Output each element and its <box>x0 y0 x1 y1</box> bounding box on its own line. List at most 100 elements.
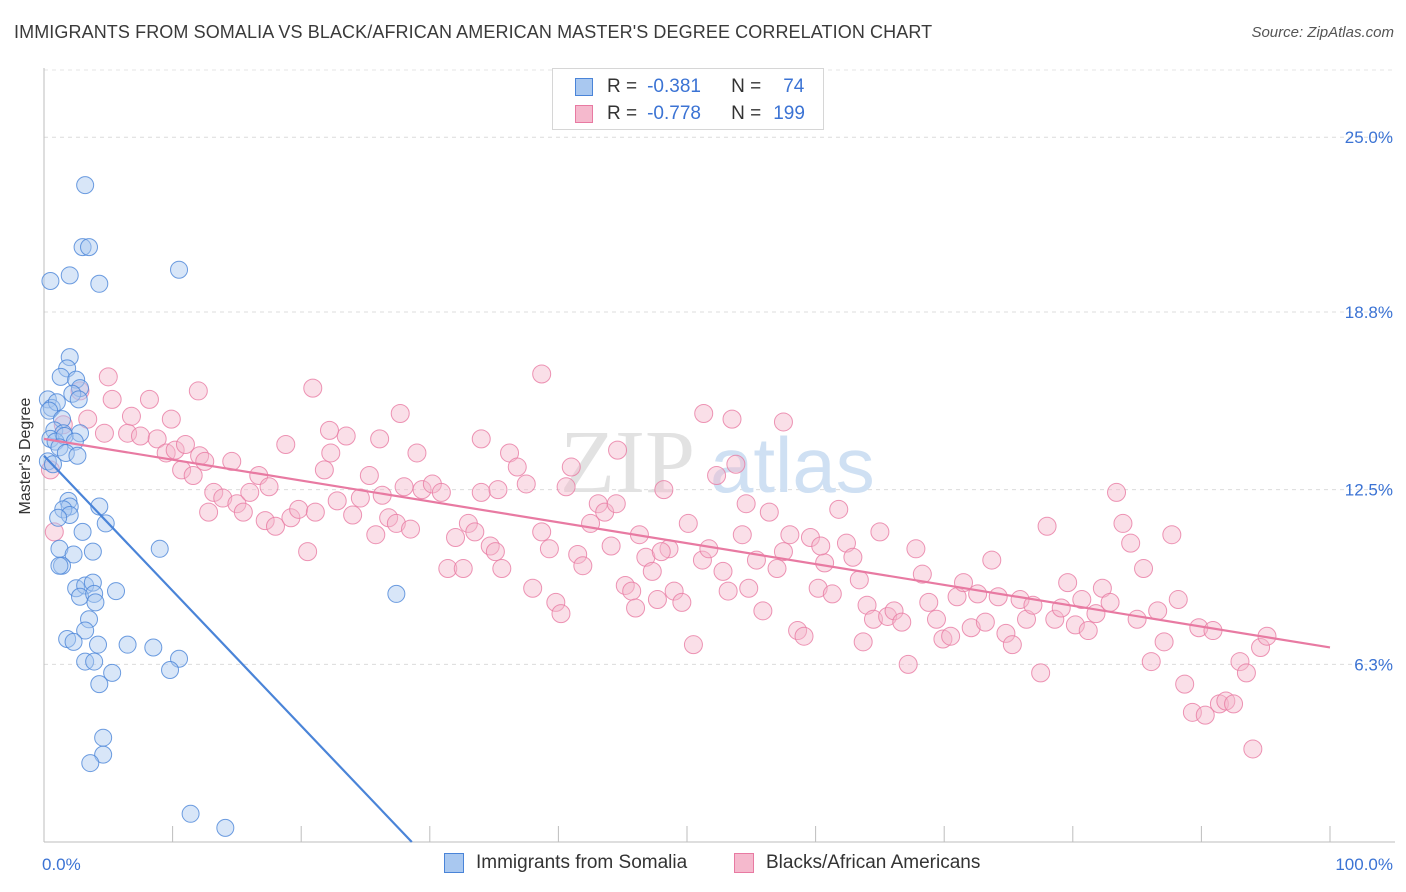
data-point <box>507 457 527 477</box>
data-point <box>996 623 1016 643</box>
data-point <box>370 429 390 449</box>
legend-item-black[interactable]: Blacks/African Americans <box>734 852 980 874</box>
data-point <box>836 533 856 553</box>
data-point <box>1243 739 1263 759</box>
data-point <box>453 559 473 579</box>
legend-n-value: 74 <box>783 76 805 97</box>
data-point <box>1195 705 1215 725</box>
legend-swatch-pink <box>734 853 754 873</box>
legend-row-somalia: R = -0.381 N = 74 <box>575 75 804 99</box>
data-point <box>642 561 662 581</box>
data-point <box>73 238 92 257</box>
data-point <box>678 513 698 533</box>
chart-title: IMMIGRANTS FROM SOMALIA VS BLACK/AFRICAN… <box>14 22 933 42</box>
data-point <box>926 609 946 629</box>
data-point <box>199 502 219 522</box>
data-point <box>539 539 559 559</box>
data-point <box>319 420 339 440</box>
data-point <box>64 632 83 651</box>
data-point <box>722 409 742 429</box>
data-point <box>1017 609 1037 629</box>
data-point <box>1065 615 1085 635</box>
data-point <box>551 604 571 624</box>
data-point <box>622 581 642 601</box>
data-point <box>707 466 727 486</box>
legend-row-black: R = -0.778 N = 199 <box>575 102 805 126</box>
data-point <box>121 406 141 426</box>
data-point <box>276 434 296 454</box>
x-tick-label: 100.0% <box>1335 855 1393 874</box>
data-point <box>259 477 279 497</box>
series-immigrants-from-somalia <box>38 176 406 837</box>
data-point <box>1051 598 1071 618</box>
data-point <box>608 440 628 460</box>
data-point <box>213 488 233 508</box>
data-point <box>573 556 593 576</box>
data-point <box>780 525 800 545</box>
data-point <box>438 559 458 579</box>
data-point <box>1175 674 1195 694</box>
data-point <box>732 525 752 545</box>
data-point <box>975 612 995 632</box>
data-point <box>606 494 626 514</box>
data-point <box>183 466 203 486</box>
y-tick-label: 12.5% <box>1345 481 1393 500</box>
data-point <box>1121 533 1141 553</box>
data-point <box>794 626 814 646</box>
data-point <box>431 482 451 502</box>
trendline-somalia <box>43 455 413 843</box>
data-point <box>195 451 215 471</box>
data-point <box>80 238 99 257</box>
data-point <box>561 457 581 477</box>
data-point <box>73 522 92 541</box>
data-point <box>67 370 86 389</box>
data-point <box>233 502 253 522</box>
data-point <box>492 559 512 579</box>
data-point <box>161 661 180 680</box>
data-point <box>654 480 674 500</box>
data-point <box>767 559 787 579</box>
data-point <box>471 429 491 449</box>
data-point <box>390 403 410 423</box>
data-point <box>305 502 325 522</box>
data-point <box>692 550 712 570</box>
data-point <box>71 424 90 443</box>
data-point <box>60 505 79 524</box>
data-point <box>359 466 379 486</box>
data-point <box>1224 694 1244 714</box>
data-point <box>298 542 318 562</box>
data-point <box>255 511 275 531</box>
y-tick-label: 18.8% <box>1345 303 1393 322</box>
legend-r-value: -0.381 <box>647 76 701 97</box>
data-point <box>181 804 200 823</box>
legend-r-label: R = <box>607 103 638 124</box>
data-point <box>773 542 793 562</box>
data-point <box>1134 559 1154 579</box>
data-point <box>94 745 113 764</box>
data-point <box>626 598 646 618</box>
data-point <box>387 584 406 603</box>
legend-swatch-pink <box>575 105 593 123</box>
data-point <box>96 514 115 533</box>
data-point <box>60 266 79 285</box>
data-point <box>76 176 95 195</box>
data-point <box>327 491 347 511</box>
data-point <box>739 578 759 598</box>
data-point <box>350 488 370 508</box>
data-point <box>1002 635 1022 655</box>
y-tick-label: 6.3% <box>1354 655 1393 674</box>
trendlines <box>43 437 1331 843</box>
data-point <box>664 581 684 601</box>
data-point <box>59 491 78 510</box>
data-point <box>1113 513 1133 533</box>
data-point <box>1230 652 1250 672</box>
data-point <box>488 480 508 500</box>
data-point <box>843 547 863 567</box>
data-point <box>139 389 159 409</box>
data-point <box>471 482 491 502</box>
data-point <box>556 477 576 497</box>
source-credit: Source: ZipAtlas.com <box>1251 24 1394 41</box>
legend-item-somalia[interactable]: Immigrants from Somalia <box>444 852 687 874</box>
data-point <box>759 502 779 522</box>
data-point <box>407 443 427 463</box>
